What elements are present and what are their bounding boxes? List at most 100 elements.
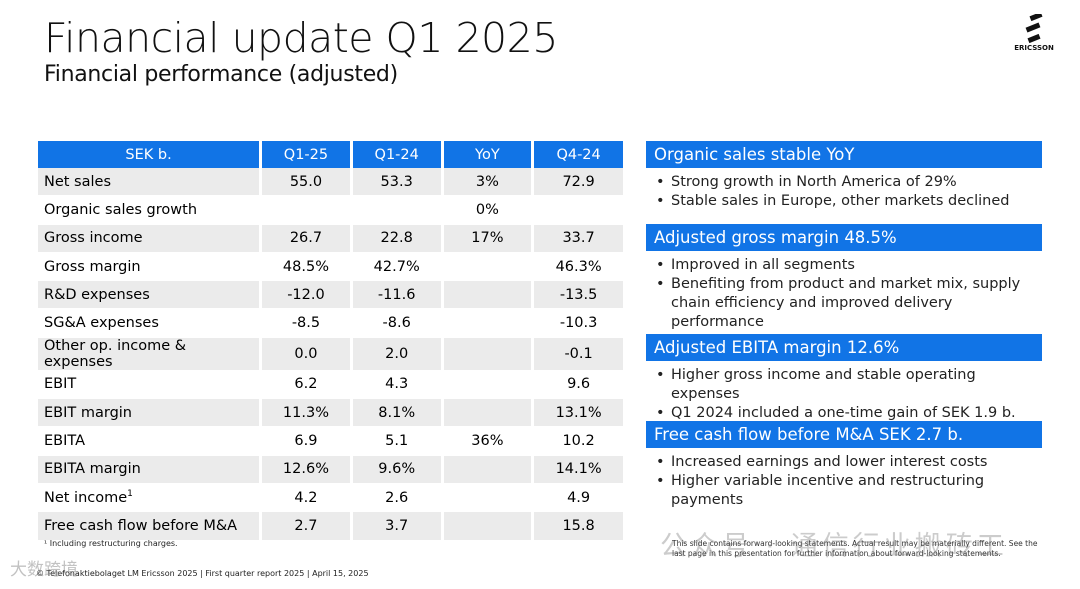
page-subtitle: Financial performance (adjusted) — [44, 62, 398, 87]
cell-q124: 3.7 — [351, 511, 444, 541]
cell-q124: 8.1% — [351, 398, 444, 428]
cell-yoy — [442, 280, 535, 310]
cell-q424: 13.1% — [532, 398, 623, 428]
row-label-text: R&D expenses — [44, 286, 150, 303]
table-row: Net sales 55.0 53.3 3% 72.9 — [38, 168, 623, 197]
cell-q125: 12.6% — [260, 455, 353, 484]
col-header-q424: Q4-24 — [532, 141, 623, 168]
cell-q125: 4.2 — [260, 483, 353, 513]
cell-q124: 4.3 — [351, 370, 444, 400]
cell-q124: 42.7% — [351, 252, 444, 282]
cell-yoy: 3% — [442, 168, 535, 197]
table-row: EBIT margin 11.3% 8.1% 13.1% — [38, 398, 623, 428]
row-label-text: EBITA margin — [44, 461, 141, 478]
cell-q424: 33.7 — [532, 224, 623, 253]
cell-q424: 46.3% — [532, 252, 623, 282]
bullet-item: Increased earnings and lower interest co… — [656, 453, 1042, 472]
cell-q124: 53.3 — [351, 168, 444, 197]
cell-q424: -10.3 — [532, 308, 623, 338]
cell-q124 — [351, 195, 444, 225]
cell-q125: -8.5 — [260, 308, 353, 338]
table-body: Net sales 55.0 53.3 3% 72.9 Organic sales gro… — [38, 168, 623, 541]
cell-q424: 15.8 — [532, 511, 623, 541]
table-row: Free cash flow before M&A 2.7 3.7 15.8 — [38, 511, 623, 541]
highlight-heading: Adjusted EBITA margin 12.6% — [646, 334, 1042, 361]
watermark-right: 公众号 · 通信行业搬砖工 — [660, 531, 1008, 562]
table-row: R&D expenses -12.0 -11.6 -13.5 — [38, 280, 623, 310]
bullet-item: Improved in all segments — [656, 256, 1042, 275]
cell-q125: 48.5% — [260, 252, 353, 282]
row-label-text: Net income — [44, 490, 128, 507]
cell-q424: 10.2 — [532, 426, 623, 456]
highlight-heading: Free cash flow before M&A SEK 2.7 b. — [646, 421, 1042, 448]
disclaimer-text: This slide contains forward-looking stat… — [672, 539, 1038, 558]
cell-q124: -8.6 — [351, 308, 444, 338]
table-row: EBITA margin 12.6% 9.6% 14.1% — [38, 455, 623, 484]
row-label-text: EBIT — [44, 376, 77, 393]
col-header-q124: Q1-24 — [351, 141, 444, 168]
cell-q424: -13.5 — [532, 280, 623, 310]
bullet-item: Higher gross income and stable operating… — [656, 366, 1042, 404]
table-row: Gross margin 48.5% 42.7% 46.3% — [38, 252, 623, 282]
cell-q125: 55.0 — [260, 168, 353, 197]
cell-q125: -12.0 — [260, 280, 353, 310]
row-label-text: Free cash flow before M&A — [44, 517, 238, 534]
highlight-box: Free cash flow before M&A SEK 2.7 b. Incr… — [646, 421, 1042, 510]
cell-q124: 9.6% — [351, 455, 444, 484]
table-row: Organic sales growth 0% — [38, 195, 623, 225]
table-row: Other op. income & expenses 0.0 2.0 -0.1 — [38, 337, 623, 371]
row-label-text: Organic sales growth — [44, 201, 198, 218]
cell-q125 — [260, 195, 353, 225]
cell-q125: 2.7 — [260, 511, 353, 541]
bullet-item: Strong growth in North America of 29% — [656, 173, 1042, 192]
cell-yoy — [442, 252, 535, 282]
row-label-text: Other op. income & expenses — [44, 337, 187, 370]
bullet-item: Q1 2024 included a one-time gain of SEK … — [656, 404, 1042, 423]
highlight-heading: Adjusted gross margin 48.5% — [646, 224, 1042, 251]
highlight-heading: Organic sales stable YoY — [646, 141, 1042, 168]
row-label: Gross margin — [38, 252, 263, 282]
table-row: EBIT 6.2 4.3 9.6 — [38, 370, 623, 400]
bullet-item: Benefiting from product and market mix, … — [656, 275, 1042, 332]
cell-yoy — [442, 511, 535, 541]
ericsson-logo-icon — [1025, 14, 1043, 44]
highlight-box: Organic sales stable YoY Strong growth in… — [646, 141, 1042, 211]
row-label: EBITA — [38, 426, 263, 456]
footnote-marker: 1 — [127, 489, 133, 500]
cell-q424: 4.9 — [532, 483, 623, 513]
row-label-text: EBIT margin — [44, 404, 132, 421]
cell-yoy — [442, 308, 535, 338]
cell-q124: 5.1 — [351, 426, 444, 456]
highlight-bullets: Improved in all segmentsBenefiting from … — [646, 256, 1042, 332]
row-label: EBIT margin — [38, 398, 263, 428]
row-label: Net sales — [38, 168, 263, 197]
row-label: SG&A expenses — [38, 308, 263, 338]
col-header-sek: SEK b. — [38, 141, 263, 168]
row-label-text: Gross income — [44, 230, 143, 247]
cell-q424: 72.9 — [532, 168, 623, 197]
row-label: R&D expenses — [38, 280, 263, 310]
row-label: Gross income — [38, 224, 263, 253]
cell-q125: 0.0 — [260, 337, 353, 371]
cell-yoy: 17% — [442, 224, 535, 253]
watermark-left: 大数跨境 — [10, 560, 78, 580]
cell-q124: 2.6 — [351, 483, 444, 513]
financial-table: SEK b. Q1-25 Q1-24 YoY Q4-24 Net sales 55… — [38, 141, 623, 541]
table-row: Net income1 4.2 2.6 4.9 — [38, 483, 623, 513]
bullet-item: Higher variable incentive and restructur… — [656, 472, 1042, 510]
cell-q424: -0.1 — [532, 337, 623, 371]
cell-q125: 6.9 — [260, 426, 353, 456]
row-label: EBIT — [38, 370, 263, 400]
cell-yoy: 36% — [442, 426, 535, 456]
cell-yoy — [442, 337, 535, 371]
cell-q424: 9.6 — [532, 370, 623, 400]
highlight-bullets: Higher gross income and stable operating… — [646, 366, 1042, 423]
row-label: EBITA margin — [38, 455, 263, 484]
cell-q125: 26.7 — [260, 224, 353, 253]
highlight-bullets: Strong growth in North America of 29%Sta… — [646, 173, 1042, 211]
highlight-box: Adjusted EBITA margin 12.6% Higher gross … — [646, 334, 1042, 423]
row-label: Net income1 — [38, 483, 263, 513]
cell-yoy — [442, 455, 535, 484]
cell-yoy: 0% — [442, 195, 535, 225]
row-label: Organic sales growth — [38, 195, 263, 225]
